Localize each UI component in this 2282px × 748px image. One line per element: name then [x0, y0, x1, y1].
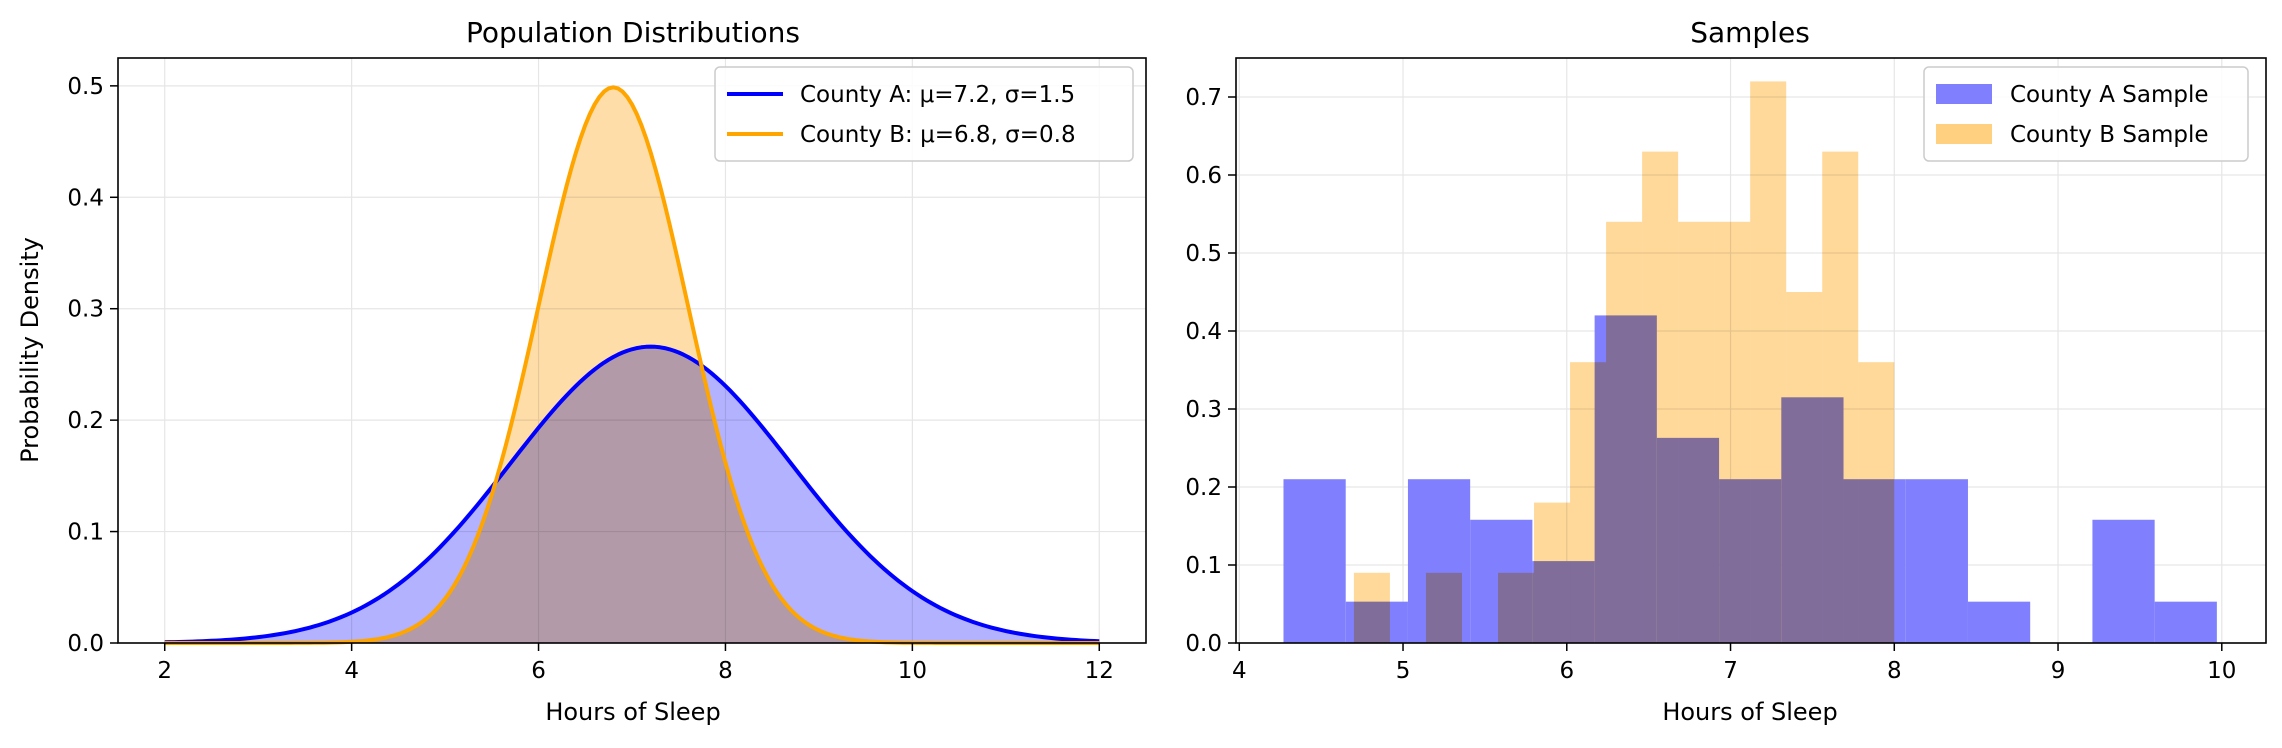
histogram-bar-series-1	[1606, 221, 1643, 644]
left-ticks: 2 4 6 8 10 12 0.0 0.1 0.2 0.3 0.4 0.5	[67, 74, 1113, 684]
population-distributions-panel: Population Distributions Hours of Sleep …	[16, 16, 1147, 726]
legend-label-county-a-sample: County A Sample	[2010, 82, 2209, 108]
histogram-bar-series-1	[1534, 502, 1571, 643]
density-curve-series-0	[164, 344, 1100, 645]
histogram-bar-series-1	[1353, 572, 1390, 643]
y-tick-label: 0.4	[67, 185, 104, 211]
right-bars	[1283, 81, 2217, 644]
histogram-bar-series-1	[1570, 362, 1607, 643]
y-tick-label: 0.1	[67, 520, 104, 546]
left-legend-box	[714, 66, 1134, 162]
left-legend: County A: μ=7.2, σ=1.5 County B: μ=6.8, …	[714, 66, 1134, 162]
y-tick-label: 0.0	[1185, 631, 1222, 657]
histogram-bar-series-1	[1750, 81, 1787, 643]
histogram-bar-series-1	[1822, 151, 1859, 643]
histogram-bar-series-1	[1858, 362, 1895, 643]
histogram-bar-series-0	[2154, 601, 2217, 643]
x-tick-label: 2	[157, 658, 172, 684]
y-tick-label: 0.2	[1185, 475, 1222, 501]
x-tick-label: 4	[344, 658, 359, 684]
right-chart-title: Samples	[1690, 16, 1810, 49]
y-tick-label: 0.3	[1185, 397, 1222, 423]
x-tick-label: 12	[1085, 658, 1114, 684]
legend-label-county-b-sample: County B Sample	[2010, 122, 2209, 148]
x-tick-label: 6	[1559, 658, 1574, 684]
histogram-bar-series-1	[1786, 292, 1823, 643]
right-legend: County A Sample County B Sample	[1923, 66, 2249, 162]
x-tick-label: 8	[1887, 658, 1902, 684]
legend-label-county-b: County B: μ=6.8, σ=0.8	[800, 122, 1076, 148]
x-tick-label: 6	[531, 658, 546, 684]
left-x-axis-label: Hours of Sleep	[545, 698, 720, 726]
histogram-bar-series-0	[2092, 519, 2155, 643]
histogram-bar-series-0	[1905, 479, 1968, 643]
right-axes-frame	[1235, 57, 2267, 644]
histogram-bar-series-0	[1283, 479, 1346, 643]
right-ticks: 4 5 6 7 8 9 10 0.0 0.1 0.2 0.3 0.4 0.5 0.6 0.7	[1185, 85, 2236, 684]
x-tick-label: 10	[898, 658, 927, 684]
density-fill-series-1	[164, 87, 1100, 643]
y-tick-label: 0.5	[1185, 241, 1222, 267]
x-tick-label: 9	[2051, 658, 2066, 684]
y-tick-label: 0.7	[1185, 85, 1222, 111]
y-tick-label: 0.3	[67, 297, 104, 323]
histogram-bar-series-1	[1498, 572, 1535, 643]
samples-panel: Samples Hours of Sleep 4 5 6 7 8 9 10 0.0 0.1 0.2…	[1185, 16, 2267, 726]
legend-swatch-county-a-sample	[1936, 84, 1992, 104]
y-tick-label: 0.5	[67, 74, 104, 100]
y-tick-label: 0.4	[1185, 319, 1222, 345]
left-y-axis-label: Probability Density	[16, 237, 44, 463]
histogram-bar-series-0	[1967, 601, 2031, 643]
x-tick-label: 5	[1396, 658, 1411, 684]
y-tick-label: 0.0	[67, 631, 104, 657]
x-tick-label: 10	[2207, 658, 2236, 684]
y-tick-label: 0.6	[1185, 163, 1222, 189]
histogram-bar-series-1	[1642, 151, 1679, 643]
right-x-axis-label: Hours of Sleep	[1662, 698, 1837, 726]
histogram-bar-series-1	[1714, 221, 1751, 644]
left-fills	[164, 87, 1100, 643]
right-legend-box	[1923, 66, 2249, 162]
y-tick-label: 0.2	[67, 408, 104, 434]
left-chart-title: Population Distributions	[466, 16, 800, 49]
histogram-bar-series-1	[1678, 221, 1715, 644]
x-tick-label: 7	[1723, 658, 1738, 684]
left-axes-frame	[117, 57, 1147, 644]
legend-swatch-county-b-sample	[1936, 124, 1992, 144]
histogram-bar-series-1	[1425, 572, 1462, 643]
x-tick-label: 8	[718, 658, 733, 684]
x-tick-label: 4	[1232, 658, 1247, 684]
legend-label-county-a: County A: μ=7.2, σ=1.5	[800, 82, 1075, 108]
y-tick-label: 0.1	[1185, 553, 1222, 579]
